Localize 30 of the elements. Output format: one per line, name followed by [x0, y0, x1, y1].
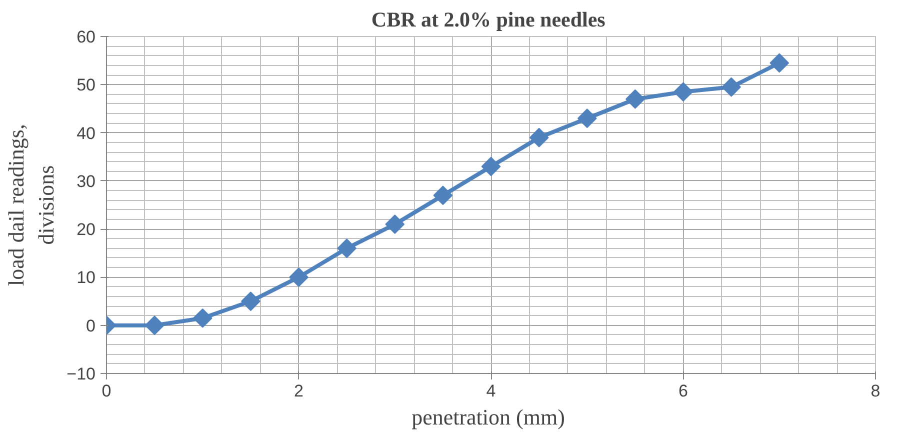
point — [144, 316, 164, 336]
y-tick-label: 40 — [76, 124, 96, 143]
x-tick-label: 0 — [102, 382, 112, 400]
y-tick-label: 20 — [76, 220, 96, 240]
y-tick-label: 60 — [76, 28, 96, 46]
x-tick-label: 2 — [294, 382, 304, 400]
y-tick-label: 30 — [76, 172, 96, 191]
point — [240, 292, 260, 311]
point — [289, 268, 308, 287]
y-tick-label: 10 — [76, 268, 96, 288]
point — [192, 308, 212, 328]
y-axis-title: load dail readings, divisions — [4, 124, 59, 286]
x-tick-label: 4 — [486, 382, 496, 400]
point — [481, 156, 501, 176]
point — [385, 214, 405, 234]
point — [577, 108, 597, 128]
y-tick-label: −10 — [66, 364, 96, 384]
point — [433, 186, 453, 206]
y-tick-label: 50 — [76, 76, 96, 95]
chart-title: CBR at 2.0% pine needles — [371, 8, 606, 32]
x-tick-label: 6 — [678, 382, 688, 400]
point — [674, 82, 693, 102]
x-tick-label: 8 — [870, 382, 880, 400]
x-axis-title: penetration (mm) — [412, 404, 565, 430]
point — [529, 128, 549, 148]
point — [625, 89, 645, 109]
point — [337, 238, 357, 258]
point — [770, 53, 790, 73]
point — [722, 77, 742, 97]
y-tick-label: 0 — [86, 316, 96, 336]
